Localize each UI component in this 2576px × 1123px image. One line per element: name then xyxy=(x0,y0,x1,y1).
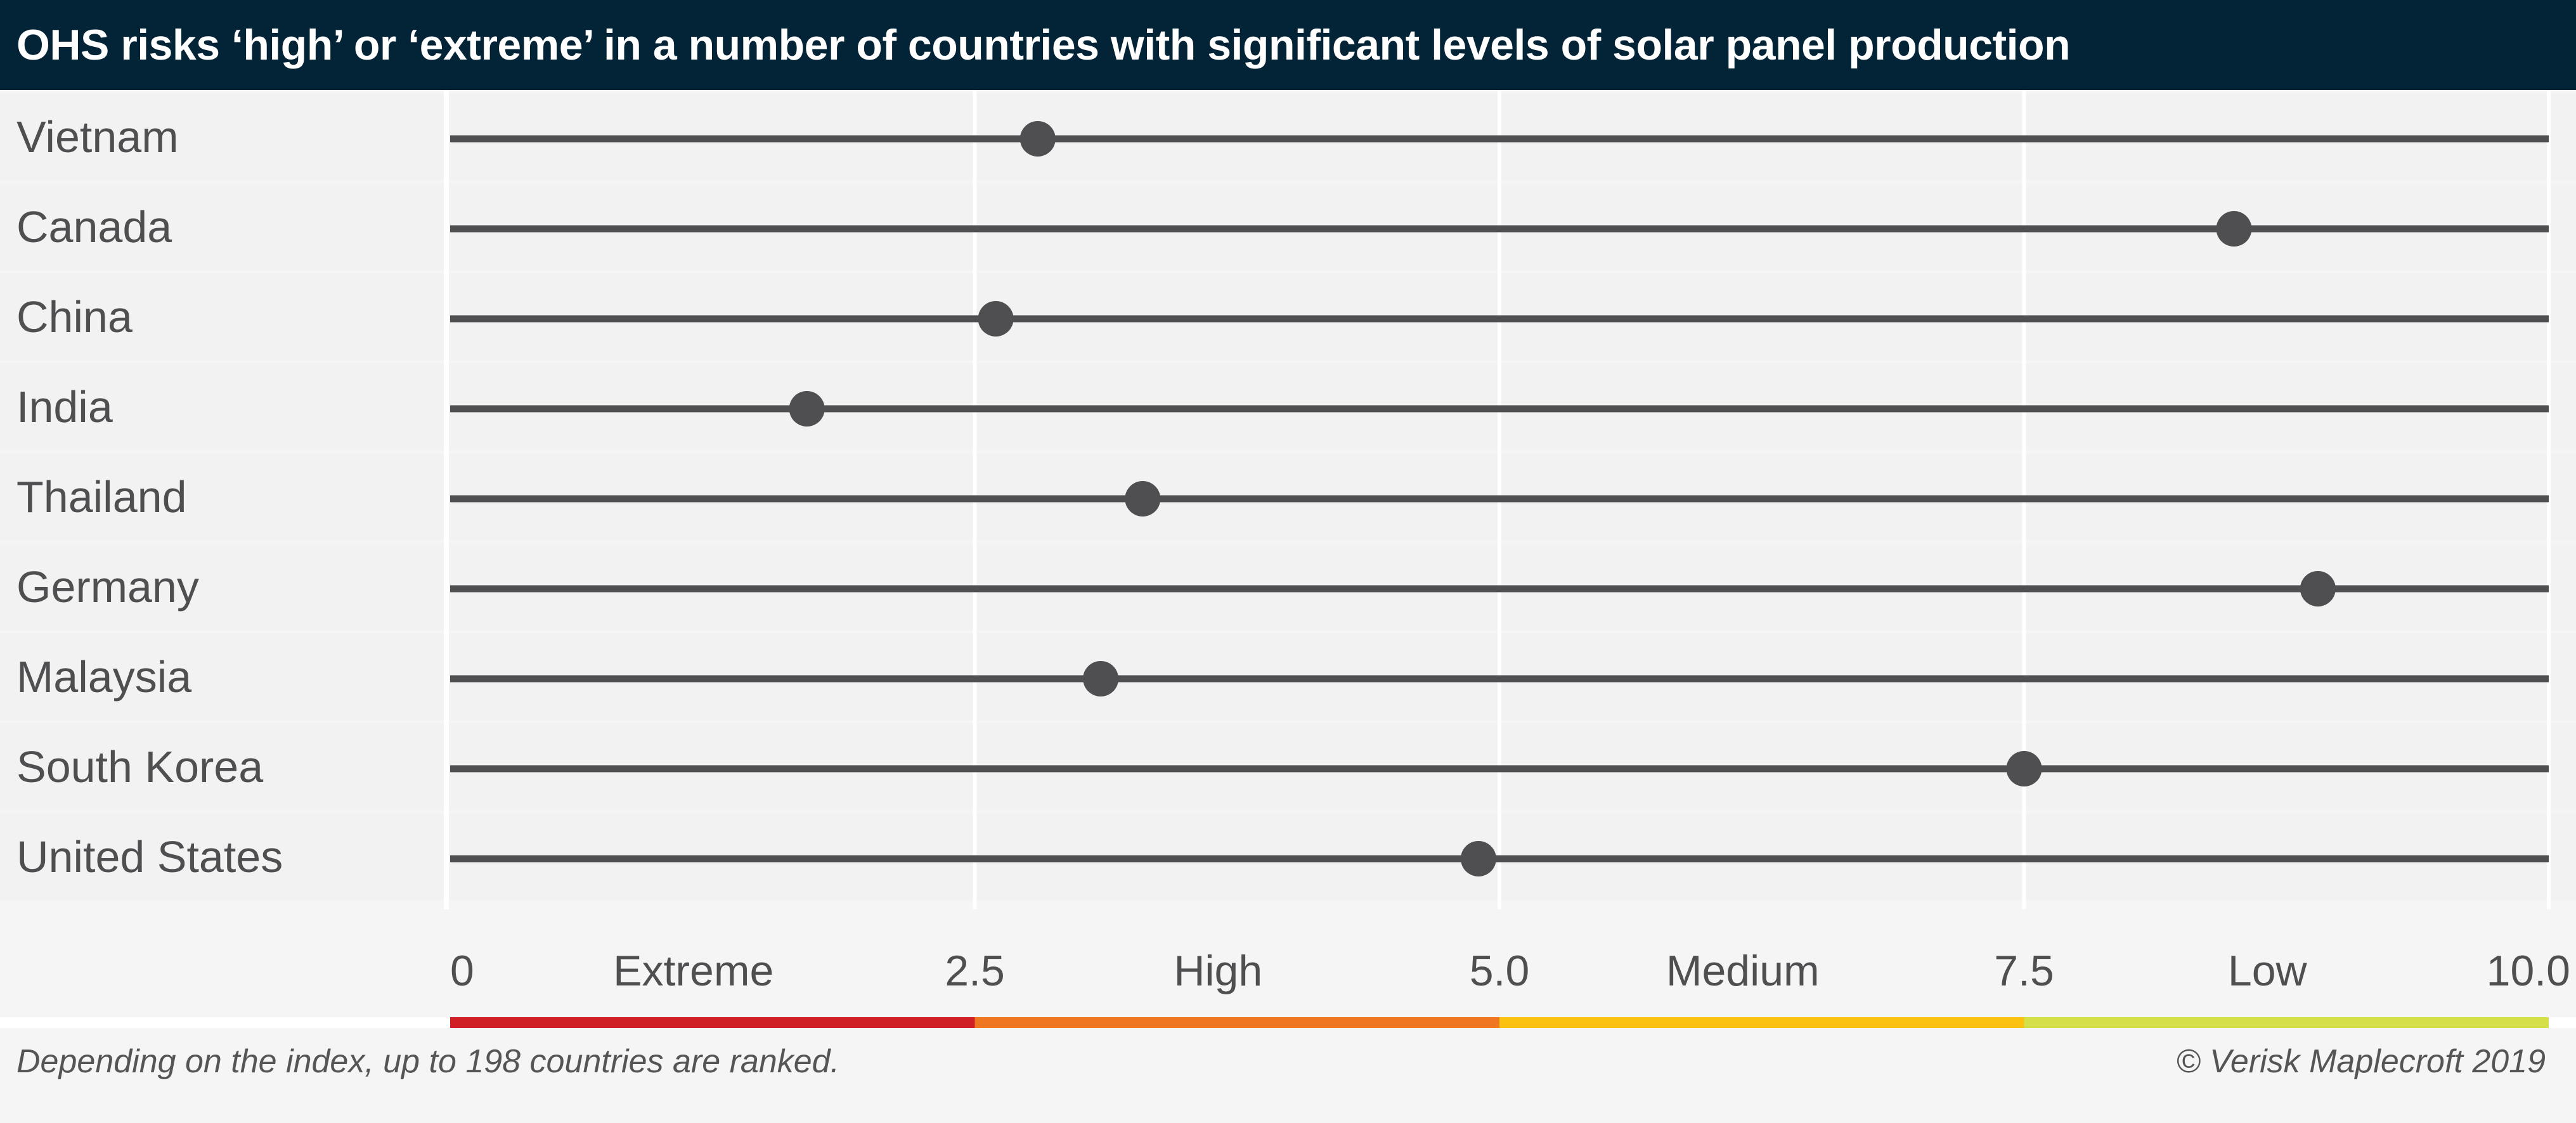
tick-label: 10.0 xyxy=(2487,947,2570,995)
band-label: High xyxy=(1174,947,1262,995)
risk-band xyxy=(450,1017,975,1028)
chart-title: OHS risks ‘high’ or ‘extreme’ in a numbe… xyxy=(0,0,2576,90)
data-point xyxy=(1460,841,1496,876)
tick-label: 5.0 xyxy=(1470,947,1530,995)
gridline xyxy=(444,90,449,909)
risk-band xyxy=(2024,1017,2549,1028)
band-label: Extreme xyxy=(613,947,773,995)
lollipop-chart: Vietnam Canada China India Thailand Germany Ma… xyxy=(0,90,2576,1028)
country-label: India xyxy=(16,382,113,432)
country-label: Malaysia xyxy=(16,652,191,702)
score-series xyxy=(450,121,2549,876)
risk-band-bar xyxy=(0,1017,2576,1028)
footnote: Depending on the index, up to 198 countr… xyxy=(16,1043,840,1080)
country-label: United States xyxy=(16,832,283,882)
country-label: Thailand xyxy=(16,472,187,522)
country-label: Vietnam xyxy=(16,112,179,162)
data-point xyxy=(1083,661,1119,696)
data-point xyxy=(978,301,1014,337)
tick-label: 7.5 xyxy=(1994,947,2054,995)
risk-band xyxy=(1499,1017,2024,1028)
country-label: South Korea xyxy=(16,742,263,792)
country-label: China xyxy=(16,292,133,342)
tick-label: 2.5 xyxy=(945,947,1005,995)
band-label: Medium xyxy=(1666,947,1820,995)
copyright-credit: © Verisk Maplecroft 2019 xyxy=(2176,1043,2546,1080)
band-label: Low xyxy=(2228,947,2308,995)
country-label: Canada xyxy=(16,202,172,252)
data-point xyxy=(2300,571,2336,606)
risk-band xyxy=(974,1017,1499,1028)
data-point xyxy=(2006,751,2042,786)
x-axis: 0 2.5 5.0 7.5 10.0 Extreme High Medium Low xyxy=(450,947,2570,995)
country-label: Germany xyxy=(16,562,199,612)
tick-label: 0 xyxy=(450,947,474,995)
data-point xyxy=(1019,121,1056,157)
data-point xyxy=(789,391,825,427)
data-point xyxy=(1125,481,1161,517)
data-point xyxy=(2216,211,2252,247)
